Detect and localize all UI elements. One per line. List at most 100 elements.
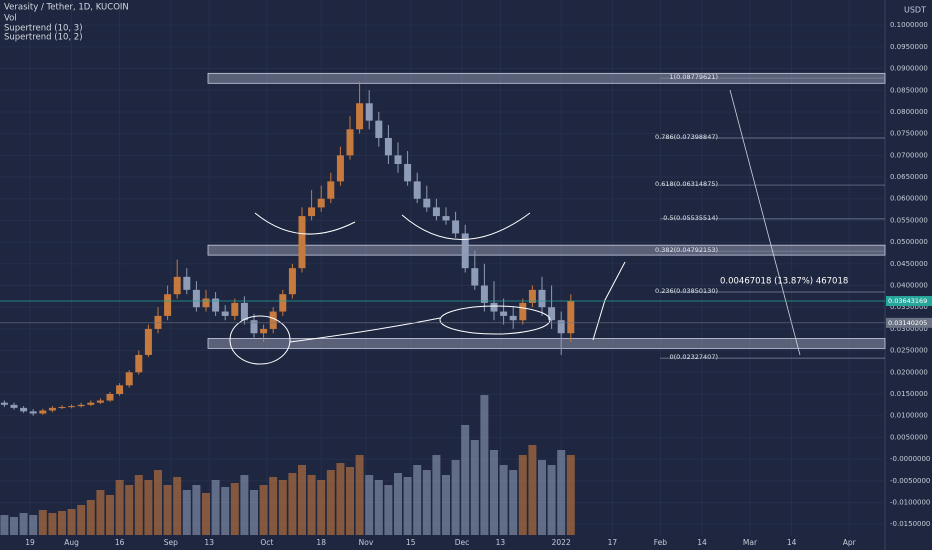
drawing	[401, 212, 531, 240]
volume-bar	[106, 495, 114, 535]
drawing	[592, 261, 626, 341]
volume-bar	[346, 467, 354, 535]
candle-body	[154, 315, 162, 329]
y-tick-label: 0.0900000	[890, 65, 928, 73]
volume-bar	[374, 480, 383, 535]
candle-body	[509, 315, 517, 321]
candle-body	[144, 328, 152, 355]
y-tick-label: 0.0650000	[890, 173, 928, 181]
candle-body	[269, 311, 277, 329]
x-tick-label: 14	[697, 538, 707, 547]
candle-body	[452, 220, 460, 234]
volume-bar	[269, 477, 278, 535]
zone	[207, 244, 886, 256]
candle-body	[96, 400, 104, 403]
volume-bar	[403, 477, 412, 535]
y-tick-label: -0.0050000	[890, 477, 930, 485]
volume-bar	[0, 515, 9, 535]
candle-body	[557, 320, 565, 334]
fib-label: 0.618(0.06314875)	[655, 180, 718, 188]
candle-body	[20, 407, 28, 412]
zone	[207, 338, 886, 349]
volume-bar	[317, 480, 326, 535]
volume-bar	[115, 480, 124, 535]
y-tick-label: 0.0050000	[890, 433, 928, 441]
candle-body	[164, 294, 172, 316]
candle-body	[135, 354, 143, 373]
candle-body	[404, 164, 412, 182]
y-tick-label: -0.0000000	[890, 455, 930, 463]
volume-bar	[298, 465, 306, 535]
volume-bar	[173, 477, 182, 535]
volume-bar	[394, 473, 402, 535]
volume-bar	[163, 485, 172, 535]
volume-bar	[528, 445, 537, 535]
volume-bar	[67, 509, 76, 535]
candle-body	[317, 198, 325, 208]
volume-bar	[336, 463, 345, 535]
volume-bar	[230, 483, 239, 535]
volume-bar	[96, 490, 105, 535]
candle-body	[48, 407, 56, 411]
volume-bar	[182, 490, 191, 535]
price-box	[886, 317, 932, 328]
x-tick-label: 15	[406, 538, 416, 547]
volume-bar	[499, 465, 508, 535]
volume-bar	[259, 485, 268, 535]
volume-bar	[38, 510, 47, 535]
candle-body	[240, 302, 248, 321]
candle-body	[298, 216, 306, 269]
candle-body	[212, 298, 220, 312]
volume-bar	[490, 450, 498, 535]
y-tick-label: 0.0750000	[890, 130, 928, 138]
indicator: Supertrend (10, 3)	[4, 24, 83, 34]
x-tick-label: 19	[25, 538, 35, 547]
x-tick-label: 14	[787, 538, 797, 547]
candle-body	[528, 289, 536, 303]
x-tick-label: 2022	[552, 538, 571, 547]
candle-body	[202, 298, 210, 308]
y-tick-label: -0.0150000	[890, 520, 930, 528]
candle-body	[471, 268, 479, 286]
fib-label: 0.236(0.03850130)	[655, 287, 718, 295]
volume-bar	[48, 513, 57, 535]
x-tick-label: Dec	[455, 538, 470, 547]
candle-body	[548, 307, 556, 321]
volume-bar	[461, 425, 470, 535]
title: Verasity / Tether, 1D, KUCOIN	[4, 3, 129, 13]
volume-bar	[451, 460, 460, 535]
volume-bar	[221, 487, 230, 535]
y-tick-label: 0.0450000	[890, 260, 928, 268]
candle-body	[327, 181, 335, 199]
candle-body	[221, 311, 229, 316]
candle-body	[423, 198, 431, 208]
volume-bar	[307, 475, 316, 535]
y-tick-label: 0.0100000	[890, 412, 928, 420]
volume-bar	[538, 460, 546, 535]
volume-bar	[566, 455, 575, 535]
volume-bar	[365, 475, 374, 535]
x-tick-label: 13	[496, 538, 506, 547]
candle-body	[260, 328, 268, 334]
x-tick-label: 18	[316, 538, 326, 547]
candle-body	[231, 302, 239, 316]
measure-label: 0.00467018 (13.87%) 467018	[720, 277, 848, 287]
candle-body	[384, 137, 392, 156]
drawing	[254, 212, 356, 235]
candle-body	[308, 207, 316, 217]
x-tick-label: Mar	[743, 538, 758, 547]
candle-body	[538, 289, 546, 308]
volume-bar	[442, 475, 450, 535]
candle-body	[279, 294, 287, 312]
x-tick-label: Apr	[843, 538, 857, 547]
y-tick-label: 0.0400000	[890, 282, 928, 290]
volume-bar	[547, 465, 556, 535]
volume-bar	[480, 395, 489, 535]
candle-body	[567, 301, 575, 334]
candle-body	[432, 207, 440, 217]
x-tick-label: 13	[204, 538, 214, 547]
volume-bar	[288, 473, 297, 535]
volume-bar	[86, 500, 95, 535]
y-tick-label: 0.0500000	[890, 238, 928, 246]
